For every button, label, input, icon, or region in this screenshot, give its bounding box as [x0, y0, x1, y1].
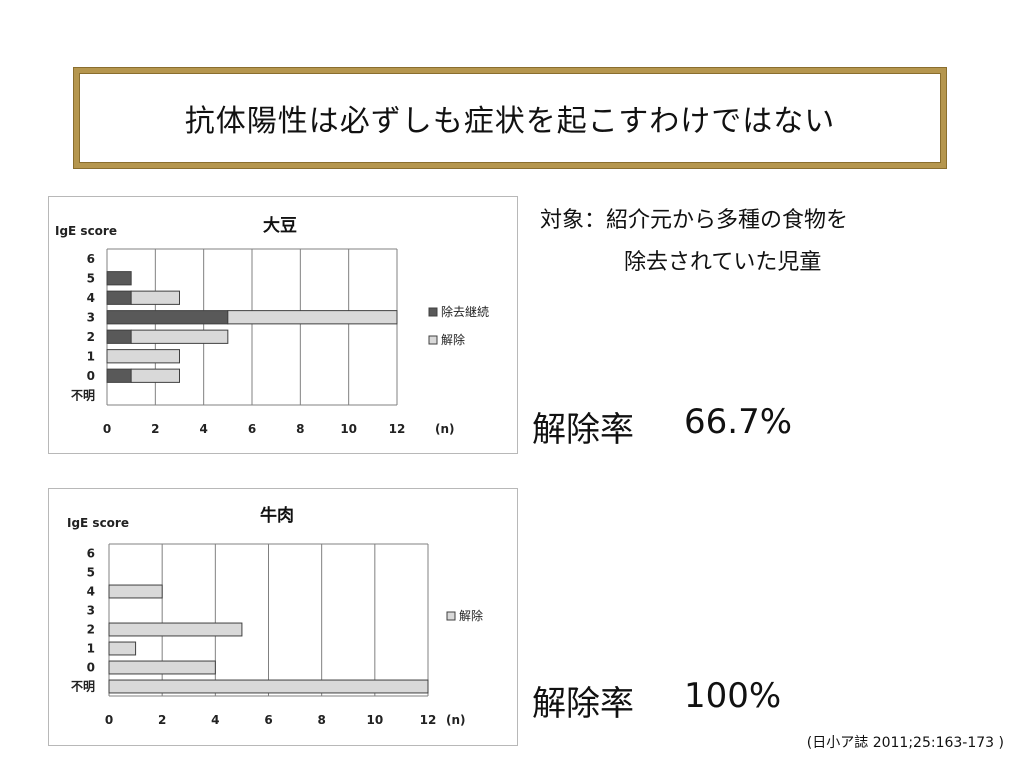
- chart-title: 大豆: [263, 215, 297, 236]
- category-label: 1: [87, 349, 95, 363]
- x-tick-label: 6: [264, 713, 272, 727]
- bar-release: [130, 368, 180, 383]
- bar-release: [130, 329, 229, 344]
- legend-swatch: [428, 307, 438, 317]
- x-tick-label: 8: [296, 422, 304, 436]
- category-label: 6: [87, 547, 95, 561]
- x-axis-label: (n): [446, 713, 466, 727]
- x-tick-label: 0: [105, 713, 113, 727]
- chart-title: 牛肉: [260, 505, 294, 526]
- x-tick-label: 8: [317, 713, 325, 727]
- y-axis-label: IgE score: [55, 224, 117, 238]
- category-label: 不明: [71, 680, 95, 694]
- bar-continue: [106, 271, 132, 286]
- category-label: 2: [87, 623, 95, 637]
- category-label: 4: [87, 291, 95, 305]
- citation: (日小ア誌 2011;25:163-173 ): [806, 735, 1004, 751]
- category-label: 0: [87, 369, 95, 383]
- beef-rate-value: 100%: [684, 676, 782, 716]
- title-frame: 抗体陽性は必ずしも症状を起こすわけではない: [74, 68, 946, 168]
- legend-swatch: [428, 335, 438, 345]
- bar-continue: [106, 329, 132, 344]
- category-label: 6: [87, 252, 95, 266]
- bar-release: [108, 584, 163, 599]
- bar-release: [108, 641, 137, 656]
- bar-release: [108, 660, 216, 675]
- x-tick-label: 4: [199, 422, 207, 436]
- bar-continue: [106, 290, 132, 305]
- category-label: 1: [87, 642, 95, 656]
- category-label: 0: [87, 661, 95, 675]
- soy-rate-label: 解除率: [532, 410, 634, 450]
- beef-rate-label: 解除率: [532, 684, 634, 724]
- category-label: 5: [87, 271, 95, 285]
- bar-release: [108, 679, 429, 694]
- category-label: 4: [87, 585, 95, 599]
- x-tick-label: 10: [366, 713, 383, 727]
- legend-label: 解除: [441, 332, 465, 347]
- category-label: 3: [87, 604, 95, 618]
- x-tick-label: 12: [420, 713, 437, 727]
- bar-release: [108, 622, 243, 637]
- beef-chart: 牛肉 IgE score 0 2 4 6 8 10 12 (n) 6 5 4 3 2 1 0 不明 解除: [48, 488, 518, 746]
- y-axis-label: IgE score: [67, 516, 129, 530]
- x-tick-label: 0: [103, 422, 111, 436]
- soy-rate-value: 66.7%: [684, 402, 793, 442]
- slide-title: 抗体陽性は必ずしも症状を起こすわけではない: [184, 104, 836, 139]
- x-tick-label: 10: [340, 422, 357, 436]
- bar-continue: [106, 310, 229, 325]
- bar-release: [130, 290, 180, 305]
- bar-release: [106, 349, 180, 364]
- category-label: 3: [87, 310, 95, 324]
- category-label: 5: [87, 566, 95, 580]
- legend-label: 除去継続: [441, 304, 489, 319]
- x-tick-label: 2: [151, 422, 159, 436]
- category-label: 2: [87, 330, 95, 344]
- bar-continue: [106, 368, 132, 383]
- legend-label: 解除: [459, 608, 483, 623]
- x-tick-label: 6: [248, 422, 256, 436]
- bar-release: [227, 310, 398, 325]
- soy-chart: 大豆 IgE score 0 2 4 6 8 10 12 (n) 6 5 4 3 2 1 0 不明 除去継続 解除: [48, 196, 518, 454]
- subject-line-1: 対象：紹介元から多種の食物を: [540, 208, 849, 233]
- x-tick-label: 12: [389, 422, 406, 436]
- legend-swatch: [446, 611, 456, 621]
- x-tick-label: 4: [211, 713, 219, 727]
- subject-line-2: 除去されていた児童: [624, 250, 822, 275]
- category-label: 不明: [71, 388, 95, 402]
- x-tick-label: 2: [158, 713, 166, 727]
- x-axis-label: (n): [435, 422, 455, 436]
